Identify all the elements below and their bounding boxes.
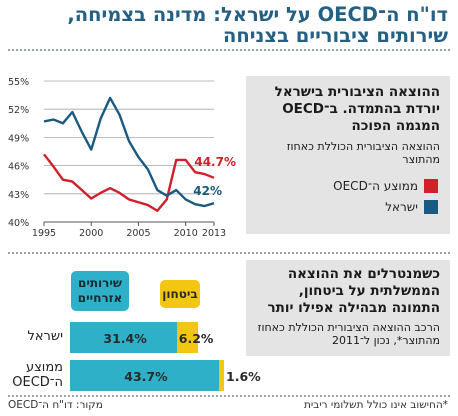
legend-israel-swatch (424, 200, 438, 214)
bottom-divider (8, 395, 450, 397)
bottom-info-panel: כשמנטרלים את ההוצאה הממשלתית על ביטחון, … (246, 260, 450, 356)
bar-value-label: 1.6% (226, 369, 261, 384)
y-tick-label: 49% (8, 133, 29, 144)
tag-civil-services: שירותים אזרחיים (71, 271, 129, 311)
top-info-panel: ההוצאה הציבורית בישראל יורדת בהתמדה. ב־O… (246, 76, 450, 234)
headline: דו"ח ה־OECD על ישראל: מדינה בצמיחה, שירו… (67, 3, 448, 47)
series-end-label-oecd: 44.7% (194, 155, 236, 169)
x-tick-label: 1995 (32, 228, 56, 239)
y-tick-label: 55% (8, 77, 29, 88)
series-line-israel (43, 96, 215, 208)
x-tick-label: 2000 (79, 228, 103, 239)
legend-israel-label: ישראל (385, 200, 418, 214)
bar-value-label: 6.2% (178, 331, 214, 346)
y-tick-label: 46% (8, 162, 29, 173)
y-tick-label: 52% (8, 105, 29, 116)
y-tick-label: 40% (8, 218, 29, 229)
line-chart: 40% 43% 46% 49% 52% 55% 1995 2000 2005 2010 2013 44… (8, 77, 236, 239)
row-label-israel: ישראל (27, 329, 63, 344)
y-tick-label: 43% (8, 190, 29, 201)
footer-source: מקור: דו"ח ה־OECD (8, 399, 103, 411)
bottom-panel-subtitle: הרכב ההוצאה הציבורית הכוללת כאחוז מהתוצר… (257, 321, 440, 347)
bar-segment-civil-oecd (70, 360, 219, 391)
legend-oecd-swatch (424, 179, 438, 193)
x-tick-label: 2005 (126, 228, 150, 239)
bar-segment-security-israel (176, 322, 198, 353)
series-line-oecd (43, 153, 215, 212)
bar-value-label: 31.4% (103, 331, 147, 346)
x-tick-label: 2013 (202, 228, 226, 239)
top-panel-subtitle: ההוצאה הציבורית הכוללת כאחוז מהתוצר (286, 140, 440, 166)
legend-oecd-label: ממוצע ה־OECD (333, 179, 418, 193)
bar-value-label: 43.7% (124, 369, 168, 384)
tag-security: ביטחון (160, 280, 200, 308)
row-label-oecd: ממוצע ה־OECD (12, 360, 63, 390)
footer-note: *החישוב אינו כולל תשלומי ריבית (303, 399, 448, 411)
x-tick-label: 2010 (174, 228, 198, 239)
top-panel-title: ההוצאה הציבורית בישראל יורדת בהתמדה. ב־O… (274, 84, 440, 134)
series-end-label-israel: 42% (193, 184, 222, 198)
bottom-panel-title: כשמנטרלים את ההוצאה הממשלתית על ביטחון, … (267, 266, 440, 316)
bar-segment-security-oecd (218, 360, 225, 391)
legend-oecd: ממוצע ה־OECD (333, 179, 438, 193)
legend-israel: ישראל (385, 200, 438, 214)
middle-divider (8, 252, 450, 254)
top-divider (8, 49, 450, 51)
bar-segment-civil-israel (70, 322, 177, 353)
